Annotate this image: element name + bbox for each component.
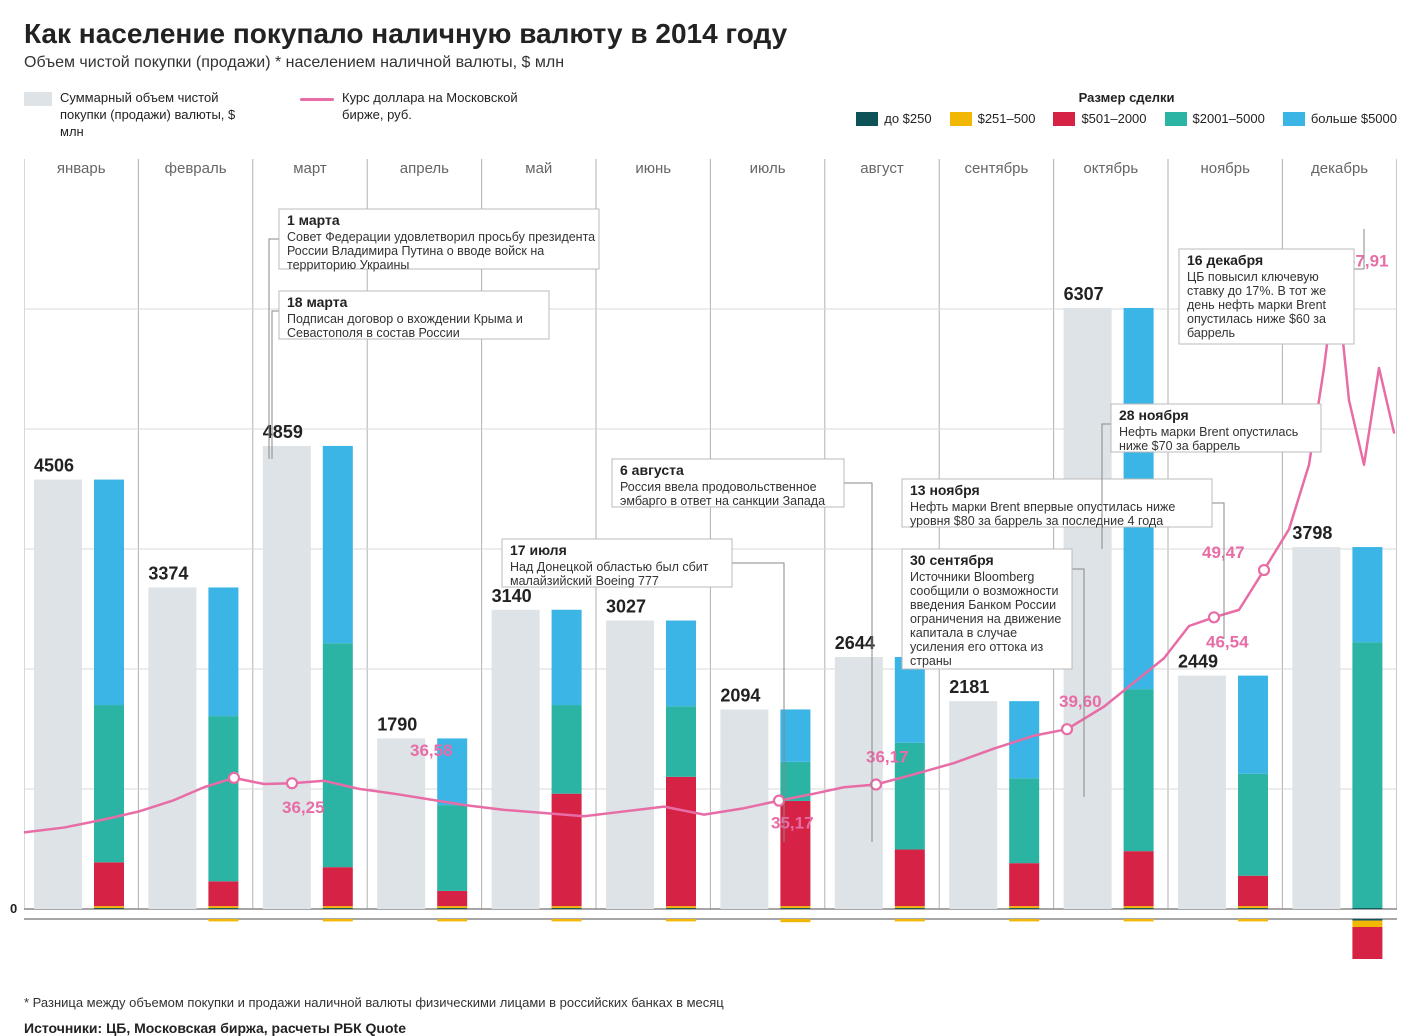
deal-label: $251–500 [978, 111, 1036, 126]
deal-label: $501–2000 [1081, 111, 1146, 126]
svg-text:Подписан договор о вхождении К: Подписан договор о вхождении Крыма и [287, 312, 523, 326]
svg-text:июль: июль [750, 160, 786, 177]
svg-text:февраль: февраль [165, 160, 227, 177]
svg-text:Совет Федерации удовлетворил п: Совет Федерации удовлетворил просьбу пре… [287, 230, 595, 244]
legend-grey-swatch [24, 92, 52, 106]
svg-text:сообщили о возможности: сообщили о возможности [910, 584, 1059, 598]
svg-text:Россия ввела продовольственное: Россия ввела продовольственное [620, 480, 817, 494]
deal-swatch [1283, 112, 1305, 126]
deal-label: до $250 [884, 111, 931, 126]
legend-grey-text: Суммарный объем чистой покупки (продажи)… [60, 90, 260, 141]
svg-text:1 марта: 1 марта [287, 212, 340, 228]
svg-text:май: май [525, 160, 552, 177]
legend-pink-text: Курс доллара на Московской бирже, руб. [342, 90, 542, 124]
svg-text:страны: страны [910, 654, 952, 668]
svg-text:Над Донецкой областью был сбит: Над Донецкой областью был сбит [510, 560, 709, 574]
svg-text:2094: 2094 [720, 685, 760, 705]
deal-label: $2001–5000 [1193, 111, 1265, 126]
legend-pink: Курс доллара на Московской бирже, руб. [300, 90, 542, 124]
legend-pink-swatch [300, 98, 334, 101]
svg-text:2644: 2644 [835, 633, 875, 653]
svg-text:ноябрь: ноябрь [1200, 160, 1250, 177]
svg-text:ставку до 17%. В тот же: ставку до 17%. В тот же [1187, 284, 1326, 298]
svg-text:март: март [293, 160, 327, 177]
svg-text:30 сентября: 30 сентября [910, 552, 994, 568]
svg-text:ниже $70 за баррель: ниже $70 за баррель [1119, 439, 1240, 453]
svg-text:июнь: июнь [635, 160, 671, 177]
svg-text:18 марта: 18 марта [287, 294, 348, 310]
deal-label: больше $5000 [1311, 111, 1397, 126]
svg-text:17 июля: 17 июля [510, 542, 567, 558]
svg-text:36,25: 36,25 [282, 798, 325, 817]
svg-text:ограничения на движение: ограничения на движение [910, 612, 1061, 626]
svg-text:Нефть марки Brent впервые опус: Нефть марки Brent впервые опустилась ниж… [910, 500, 1175, 514]
svg-text:апрель: апрель [400, 160, 449, 177]
svg-text:сентябрь: сентябрь [964, 160, 1028, 177]
deal-size-item: $2001–5000 [1165, 111, 1265, 126]
chart-subtitle: Объем чистой покупки (продажи) * населен… [24, 54, 1397, 72]
deal-swatch [856, 112, 878, 126]
svg-text:3140: 3140 [492, 585, 532, 605]
svg-text:России Владимира Путина о ввод: России Владимира Путина о вводе войск на [287, 244, 544, 258]
deal-swatch [950, 112, 972, 126]
deal-size-legend: Размер сделки до $250 $251–500 $501–2000 $2… [856, 90, 1397, 126]
svg-text:16 декабря: 16 декабря [1187, 252, 1263, 268]
svg-text:1790: 1790 [377, 714, 417, 734]
svg-text:территорию Украины: территорию Украины [287, 258, 409, 272]
chart-area: 0 январь4506февраль3374март4859апрель179… [24, 149, 1397, 969]
svg-text:Севастополя в состав России: Севастополя в состав России [287, 326, 460, 340]
svg-text:эмбарго в ответ на санкции Зап: эмбарго в ответ на санкции Запада [620, 494, 825, 508]
svg-text:49,47: 49,47 [1202, 543, 1245, 562]
svg-text:август: август [860, 160, 904, 177]
svg-text:январь: январь [57, 160, 106, 177]
svg-text:6 августа: 6 августа [620, 462, 684, 478]
footnote: * Разница между объемом покупки и продаж… [24, 995, 1397, 1010]
svg-text:36,58: 36,58 [410, 741, 453, 760]
legend-grey: Суммарный объем чистой покупки (продажи)… [24, 90, 260, 141]
sources: Источники: ЦБ, Московская биржа, расчеты… [24, 1020, 1397, 1036]
svg-text:6307: 6307 [1064, 284, 1104, 304]
svg-text:13 ноября: 13 ноября [910, 482, 980, 498]
chart-title: Как население покупало наличную валюту в… [24, 18, 1397, 50]
svg-text:капитала в случае: капитала в случае [910, 626, 1017, 640]
deal-size-item: $501–2000 [1053, 111, 1146, 126]
svg-text:день нефть марки Brent: день нефть марки Brent [1187, 298, 1327, 312]
svg-text:2449: 2449 [1178, 651, 1218, 671]
svg-text:35,17: 35,17 [771, 813, 814, 832]
svg-text:баррель: баррель [1187, 326, 1235, 340]
deal-swatch [1165, 112, 1187, 126]
svg-text:уровня $80 за баррель за после: уровня $80 за баррель за последние 4 год… [910, 514, 1163, 528]
svg-text:ЦБ повысил ключевую: ЦБ повысил ключевую [1187, 270, 1319, 284]
legend-row: Суммарный объем чистой покупки (продажи)… [24, 90, 1397, 141]
svg-text:28 ноября: 28 ноября [1119, 407, 1189, 423]
svg-text:Нефть марки Brent опустилась: Нефть марки Brent опустилась [1119, 425, 1298, 439]
svg-text:декабрь: декабрь [1311, 160, 1368, 177]
deal-size-item: $251–500 [950, 111, 1036, 126]
svg-text:4506: 4506 [34, 455, 74, 475]
svg-text:3374: 3374 [148, 563, 188, 583]
svg-text:октябрь: октябрь [1083, 160, 1138, 177]
svg-text:усиления его оттока из: усиления его оттока из [910, 640, 1043, 654]
svg-text:3027: 3027 [606, 596, 646, 616]
svg-text:39,60: 39,60 [1059, 692, 1102, 711]
svg-text:введения Банком России: введения Банком России [910, 598, 1056, 612]
zero-label: 0 [10, 901, 17, 916]
deal-size-item: больше $5000 [1283, 111, 1397, 126]
svg-text:3798: 3798 [1292, 523, 1332, 543]
svg-text:опустилась ниже $60 за: опустилась ниже $60 за [1187, 312, 1326, 326]
deal-swatch [1053, 112, 1075, 126]
deal-size-item: до $250 [856, 111, 931, 126]
chart-svg: январь4506февраль3374март4859апрель1790м… [24, 149, 1397, 969]
svg-text:46,54: 46,54 [1206, 632, 1249, 651]
svg-text:малайзийский Boeing 777: малайзийский Boeing 777 [510, 574, 659, 588]
deal-size-title: Размер сделки [856, 90, 1397, 105]
svg-text:Источники Bloomberg: Источники Bloomberg [910, 570, 1034, 584]
svg-text:2181: 2181 [949, 677, 989, 697]
